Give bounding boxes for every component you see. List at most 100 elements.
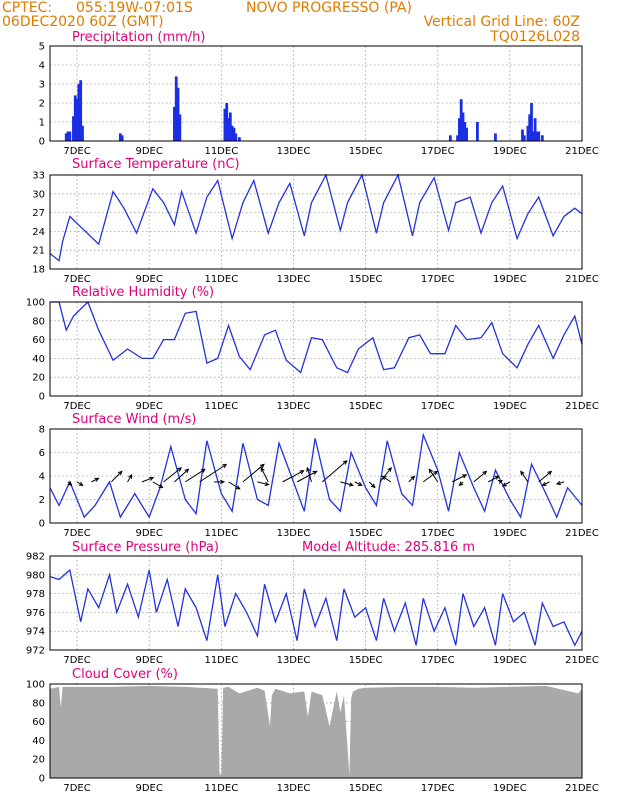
x-tick-label: 9DEC [135, 655, 162, 666]
precip-bar [72, 116, 75, 141]
precip-bar [494, 133, 497, 141]
panel-wind: Surface Wind (m/s) 0 2 4 6 8 7DEC 9DEC 11DEC 13DE… [39, 412, 599, 539]
precip-bar [540, 135, 544, 141]
y-tick-label: 80 [32, 698, 45, 709]
wind-arrow [408, 475, 416, 483]
precip-bar [120, 135, 124, 141]
precip-bar [232, 127, 236, 141]
y-tick-label: 3 [39, 80, 45, 91]
y-tick-label: 976 [26, 608, 45, 619]
precip-bar [237, 137, 241, 141]
x-tick-label: 19DEC [493, 655, 527, 666]
x-tick-label: 13DEC [277, 401, 311, 412]
wind-arrow [321, 460, 348, 483]
wind-arrow [451, 474, 468, 483]
y-tick-label: 982 [26, 552, 45, 563]
wind-arrow [76, 481, 84, 486]
wind-arrow [379, 466, 392, 483]
x-tick-label: 13DEC [277, 274, 311, 285]
x-tick-label: 21DEC [565, 783, 599, 794]
x-tick-label: 21DEC [565, 528, 599, 539]
x-tick-label: 19DEC [493, 274, 527, 285]
y-tick-label: 4 [39, 61, 45, 72]
wind-arrow [368, 481, 376, 489]
wind-arrow [555, 480, 565, 486]
y-tick-label: 30 [32, 189, 45, 200]
wind-arrow [163, 467, 183, 483]
y-tick-label: 0 [39, 137, 45, 148]
y-tick-label: 27 [32, 208, 45, 219]
wind-arrow [340, 481, 355, 487]
wind-arrow [110, 470, 123, 483]
precip-bar [173, 106, 176, 141]
precip-bar [448, 135, 452, 141]
wind-arrow [257, 481, 270, 486]
x-tick-label: 11DEC [204, 401, 238, 412]
precip-bar [465, 127, 468, 141]
x-tick-label: 17DEC [421, 274, 455, 285]
panel-frame [49, 45, 583, 142]
precip-bar [228, 112, 232, 141]
y-tick-label: 6 [39, 448, 45, 459]
wind-arrow [381, 475, 392, 483]
precip-bar [456, 135, 459, 141]
y-tick-label: 974 [26, 627, 45, 638]
precip-bar [178, 114, 182, 141]
y-tick-label: 40 [32, 736, 45, 747]
x-tick-label: 17DEC [421, 401, 455, 412]
precip-bar [457, 118, 461, 141]
x-tick-label: 11DEC [204, 528, 238, 539]
y-tick-label: 80 [32, 316, 45, 327]
y-tick-label: 60 [32, 717, 45, 728]
x-tick-label: 11DEC [204, 783, 238, 794]
x-tick-label: 17DEC [421, 655, 455, 666]
wind-arrow [214, 479, 226, 485]
y-tick-label: 21 [32, 246, 45, 257]
panel-title-rh: Relative Humidity (%) [72, 285, 214, 300]
x-tick-label: 15DEC [349, 528, 383, 539]
precip-bar [526, 125, 530, 141]
x-tick-label: 19DEC [493, 783, 527, 794]
header-coords: 055:19W-07:01S [76, 0, 193, 16]
wind-arrow [282, 470, 305, 483]
wind-arrow [242, 463, 265, 483]
header-date: 06DEC2020 60Z (GMT) [2, 14, 164, 30]
y-tick-label: 0 [39, 392, 45, 403]
wind-arrow [174, 468, 190, 483]
precip-bar [223, 108, 227, 141]
x-tick-label: 7DEC [63, 655, 90, 666]
wind-arrow [487, 475, 500, 483]
x-tick-label: 7DEC [63, 274, 90, 285]
precip-bar [227, 118, 230, 141]
panel-title-cloud: Cloud Cover (%) [72, 667, 178, 682]
x-tick-label: 11DEC [204, 274, 238, 285]
wind-arrow [127, 473, 133, 483]
y-tick-label: 100 [26, 298, 45, 309]
wind-arrow [228, 481, 241, 490]
x-tick-label: 13DEC [277, 783, 311, 794]
precip-bar [522, 135, 526, 141]
chart-panels: Precipitation (mm/h) 0 1 2 3 4 5 7DEC 9DEC 11DEC 1… [26, 30, 599, 794]
precip-bar [174, 76, 178, 141]
precip-bar [476, 122, 479, 141]
y-tick-label: 33 [32, 171, 45, 182]
wind-arrow [541, 481, 550, 486]
panel-rh: Relative Humidity (%) 0 20 40 60 80 100 7DEC 9DE… [26, 285, 599, 412]
header-code: TQ0126L028 [489, 29, 580, 45]
wind-arrow [538, 470, 553, 483]
x-tick-label: 13DEC [277, 146, 311, 157]
wind-arrow [260, 466, 269, 483]
x-tick-label: 21DEC [565, 655, 599, 666]
precip-bar [521, 129, 524, 141]
precip-bar [75, 99, 79, 141]
x-tick-label: 17DEC [421, 783, 455, 794]
x-tick-label: 11DEC [204, 146, 238, 157]
x-tick-label: 15DEC [349, 783, 383, 794]
wind-arrow [497, 479, 503, 484]
wind-arrow [296, 470, 318, 483]
x-tick-label: 13DEC [277, 528, 311, 539]
panel-frame [49, 555, 583, 651]
x-tick-label: 15DEC [349, 274, 383, 285]
x-tick-label: 21DEC [565, 401, 599, 412]
